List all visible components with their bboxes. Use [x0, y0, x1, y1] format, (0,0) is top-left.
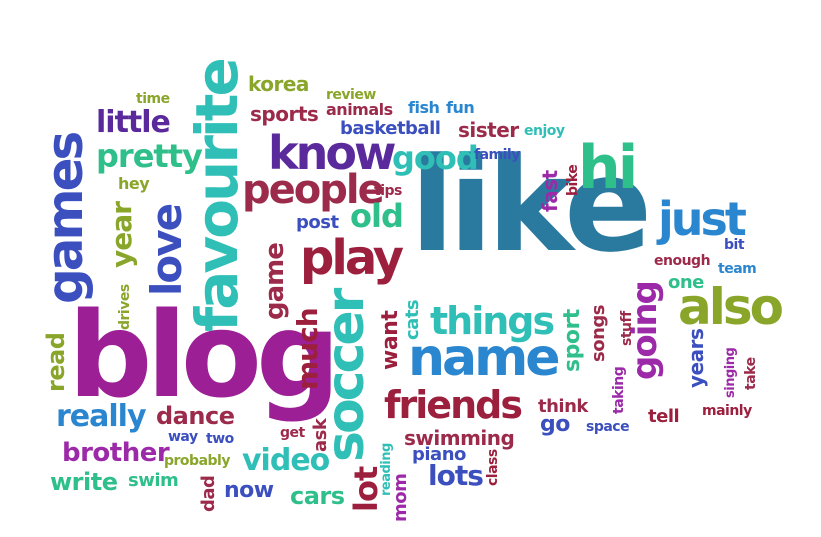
word-post: post — [296, 212, 339, 233]
word-name: name — [408, 328, 561, 388]
word-taking: taking — [611, 366, 627, 414]
word-review: review — [326, 87, 376, 103]
word-animals: animals — [326, 100, 393, 119]
word-cats: cats — [402, 299, 423, 340]
word-tell: tell — [648, 406, 680, 427]
word-favourite: favourite — [183, 60, 251, 332]
word-basketball: basketball — [340, 118, 441, 139]
word-cars: cars — [290, 482, 345, 510]
word-dad: dad — [198, 475, 219, 512]
word-fish: fish — [408, 98, 440, 117]
word-space: space — [586, 419, 630, 435]
word-year: year — [105, 202, 138, 268]
word-sister: sister — [458, 118, 519, 142]
word-enjoy: enjoy — [524, 123, 565, 139]
word-think: think — [538, 396, 588, 417]
word-get: get — [280, 425, 305, 441]
word-hey: hey — [118, 174, 150, 193]
word-bit: bit — [724, 237, 745, 253]
word-like: like — [410, 129, 652, 281]
word-stuff: stuff — [619, 311, 635, 346]
word-dance: dance — [156, 402, 235, 430]
word-drives: drives — [117, 284, 133, 330]
word-songs: songs — [588, 305, 609, 362]
word-singing: singing — [723, 347, 738, 398]
word-fun: fun — [446, 98, 475, 117]
word-sports: sports — [250, 102, 319, 126]
word-way: way — [168, 429, 198, 445]
word-take: take — [743, 357, 759, 390]
word-really: really — [56, 399, 147, 434]
word-enough: enough — [654, 253, 711, 269]
word-two: two — [206, 431, 234, 447]
word-tips: tips — [374, 183, 402, 199]
word-lot: lot — [347, 466, 385, 512]
word-also: also — [678, 278, 784, 336]
word-pretty: pretty — [96, 137, 203, 175]
word-blog: blog — [68, 286, 340, 424]
word-old: old — [350, 197, 404, 235]
word-ask: ask — [310, 418, 331, 452]
word-one: one — [668, 272, 704, 293]
word-good: good — [392, 139, 479, 177]
word-just: just — [658, 192, 747, 246]
word-know: know — [268, 126, 396, 180]
word-swim: swim — [128, 470, 179, 491]
word-hi: hi — [578, 133, 638, 203]
word-fast: fast — [538, 170, 562, 212]
word-piano: piano — [412, 444, 466, 465]
word-brother: brother — [62, 438, 170, 468]
word-game: game — [260, 243, 290, 320]
word-years: years — [684, 328, 708, 388]
word-play: play — [300, 230, 404, 286]
word-now: now — [224, 478, 274, 503]
word-video: video — [242, 443, 330, 478]
word-class: class — [485, 449, 501, 486]
word-bike: bike — [565, 164, 581, 196]
word-korea: korea — [248, 72, 309, 96]
word-mom: mom — [390, 473, 411, 522]
word-little: little — [96, 105, 171, 140]
word-time: time — [136, 91, 170, 107]
word-reading: reading — [379, 443, 394, 496]
word-friends: friends — [384, 383, 523, 427]
word-games: games — [36, 133, 94, 304]
word-mainly: mainly — [702, 403, 752, 419]
word-sport: sport — [560, 309, 585, 372]
word-people: people — [242, 167, 385, 213]
word-want: want — [378, 310, 403, 370]
word-go: go — [540, 412, 570, 437]
word-team: team — [718, 261, 757, 277]
word-love: love — [142, 204, 191, 296]
word-much: much — [291, 308, 324, 390]
word-swimming: swimming — [404, 426, 515, 450]
word-read: read — [42, 332, 70, 393]
word-write: write — [50, 468, 118, 496]
word-family: family — [474, 147, 520, 163]
word-lots: lots — [428, 459, 484, 492]
word-things: things — [430, 299, 555, 343]
word-probably: probably — [164, 453, 230, 469]
